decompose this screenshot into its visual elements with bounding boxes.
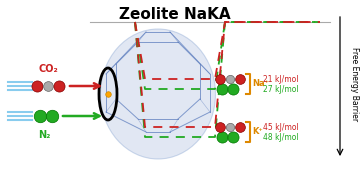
Ellipse shape: [100, 29, 216, 159]
Text: K⁺: K⁺: [252, 128, 263, 136]
Text: N₂: N₂: [38, 130, 50, 140]
Text: Zeolite NaKA: Zeolite NaKA: [119, 7, 231, 22]
Text: 27 kJ/mol: 27 kJ/mol: [263, 84, 299, 94]
Text: 48 kJ/mol: 48 kJ/mol: [263, 132, 299, 142]
Text: 45 kJ/mol: 45 kJ/mol: [263, 122, 299, 132]
Text: Na⁺: Na⁺: [252, 80, 269, 88]
Text: 21 kJ/mol: 21 kJ/mol: [263, 74, 298, 84]
Text: CO₂: CO₂: [38, 64, 58, 74]
Text: Free Energy Barrier: Free Energy Barrier: [350, 47, 359, 121]
